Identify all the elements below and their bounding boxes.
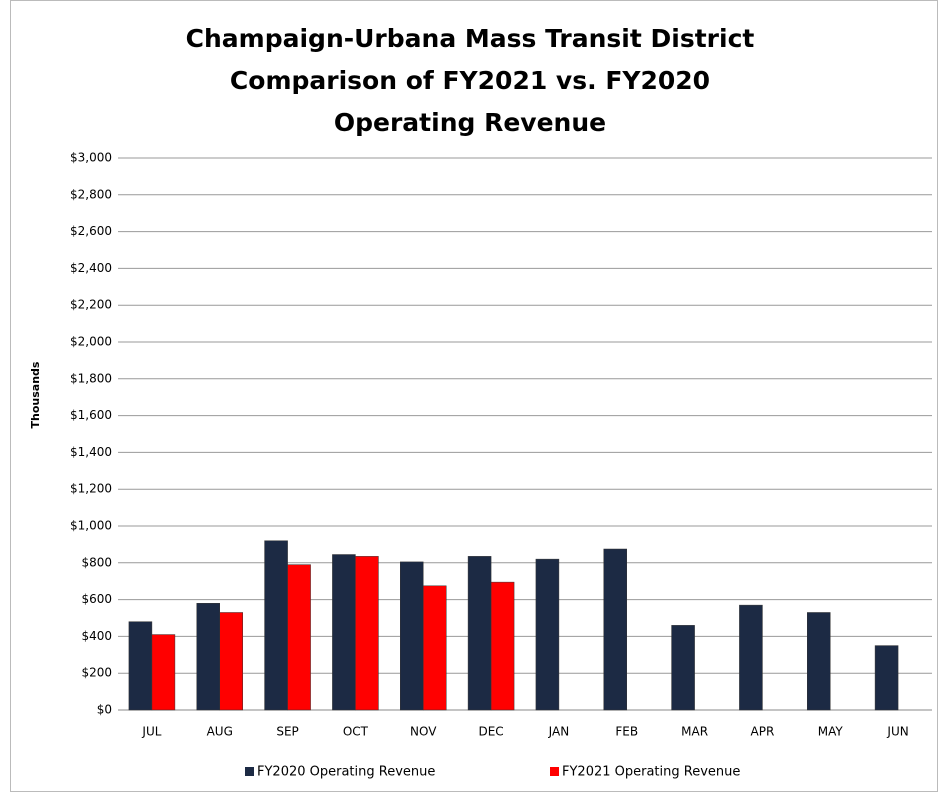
bar (151, 634, 176, 711)
bar (423, 585, 447, 711)
x-tick-label: APR (751, 725, 775, 739)
bar (490, 581, 515, 711)
bar (287, 564, 311, 711)
x-tick-label: NOV (410, 725, 437, 739)
y-tick-label: $400 (81, 629, 112, 643)
bar (332, 554, 356, 711)
y-tick-label: $2,600 (70, 224, 112, 238)
bar (400, 561, 424, 711)
bar (128, 621, 153, 711)
bar (739, 604, 763, 711)
legend-label: FY2021 Operating Revenue (562, 765, 740, 780)
chart-title: Operating Revenue (334, 108, 606, 137)
bar (467, 556, 492, 711)
x-tick-label: JUL (141, 725, 161, 739)
x-tick-label: SEP (276, 725, 298, 739)
x-tick-label: MAR (681, 725, 708, 739)
bar (219, 612, 243, 711)
x-tick-label: FEB (615, 725, 638, 739)
x-tick-label: AUG (207, 725, 233, 739)
y-tick-label: $2,400 (70, 261, 112, 275)
chart-title: Champaign-Urbana Mass Transit District (186, 24, 755, 53)
bar (264, 540, 288, 711)
y-tick-label: $2,000 (70, 335, 112, 349)
bar (603, 548, 627, 711)
bar (196, 603, 220, 711)
y-tick-label: $0 (97, 703, 112, 717)
y-tick-label: $1,200 (70, 482, 112, 496)
chart-title: Comparison of FY2021 vs. FY2020 (230, 66, 710, 95)
legend-label: FY2020 Operating Revenue (257, 765, 435, 780)
legend-swatch (245, 767, 254, 776)
y-tick-label: $1,800 (70, 371, 112, 385)
x-tick-label: OCT (343, 725, 369, 739)
y-tick-label: $600 (81, 592, 112, 606)
x-tick-label: JAN (548, 725, 570, 739)
legend-swatch (550, 767, 559, 776)
y-tick-label: $1,400 (70, 445, 112, 459)
y-tick-label: $1,000 (70, 519, 112, 533)
bar (874, 645, 899, 711)
y-tick-label: $2,800 (70, 187, 112, 201)
y-tick-label: $2,200 (70, 298, 112, 312)
y-tick-label: $200 (81, 666, 112, 680)
bar (355, 556, 379, 711)
bar (535, 558, 560, 711)
y-tick-label: $3,000 (70, 151, 112, 165)
x-tick-label: JUN (886, 725, 908, 739)
x-tick-label: MAY (818, 725, 844, 739)
y-tick-label: $800 (81, 555, 112, 569)
y-tick-label: $1,600 (70, 408, 112, 422)
x-tick-label: DEC (478, 725, 503, 739)
bar (807, 612, 831, 711)
bar (671, 625, 695, 711)
y-axis-label: Thousands (29, 361, 42, 428)
